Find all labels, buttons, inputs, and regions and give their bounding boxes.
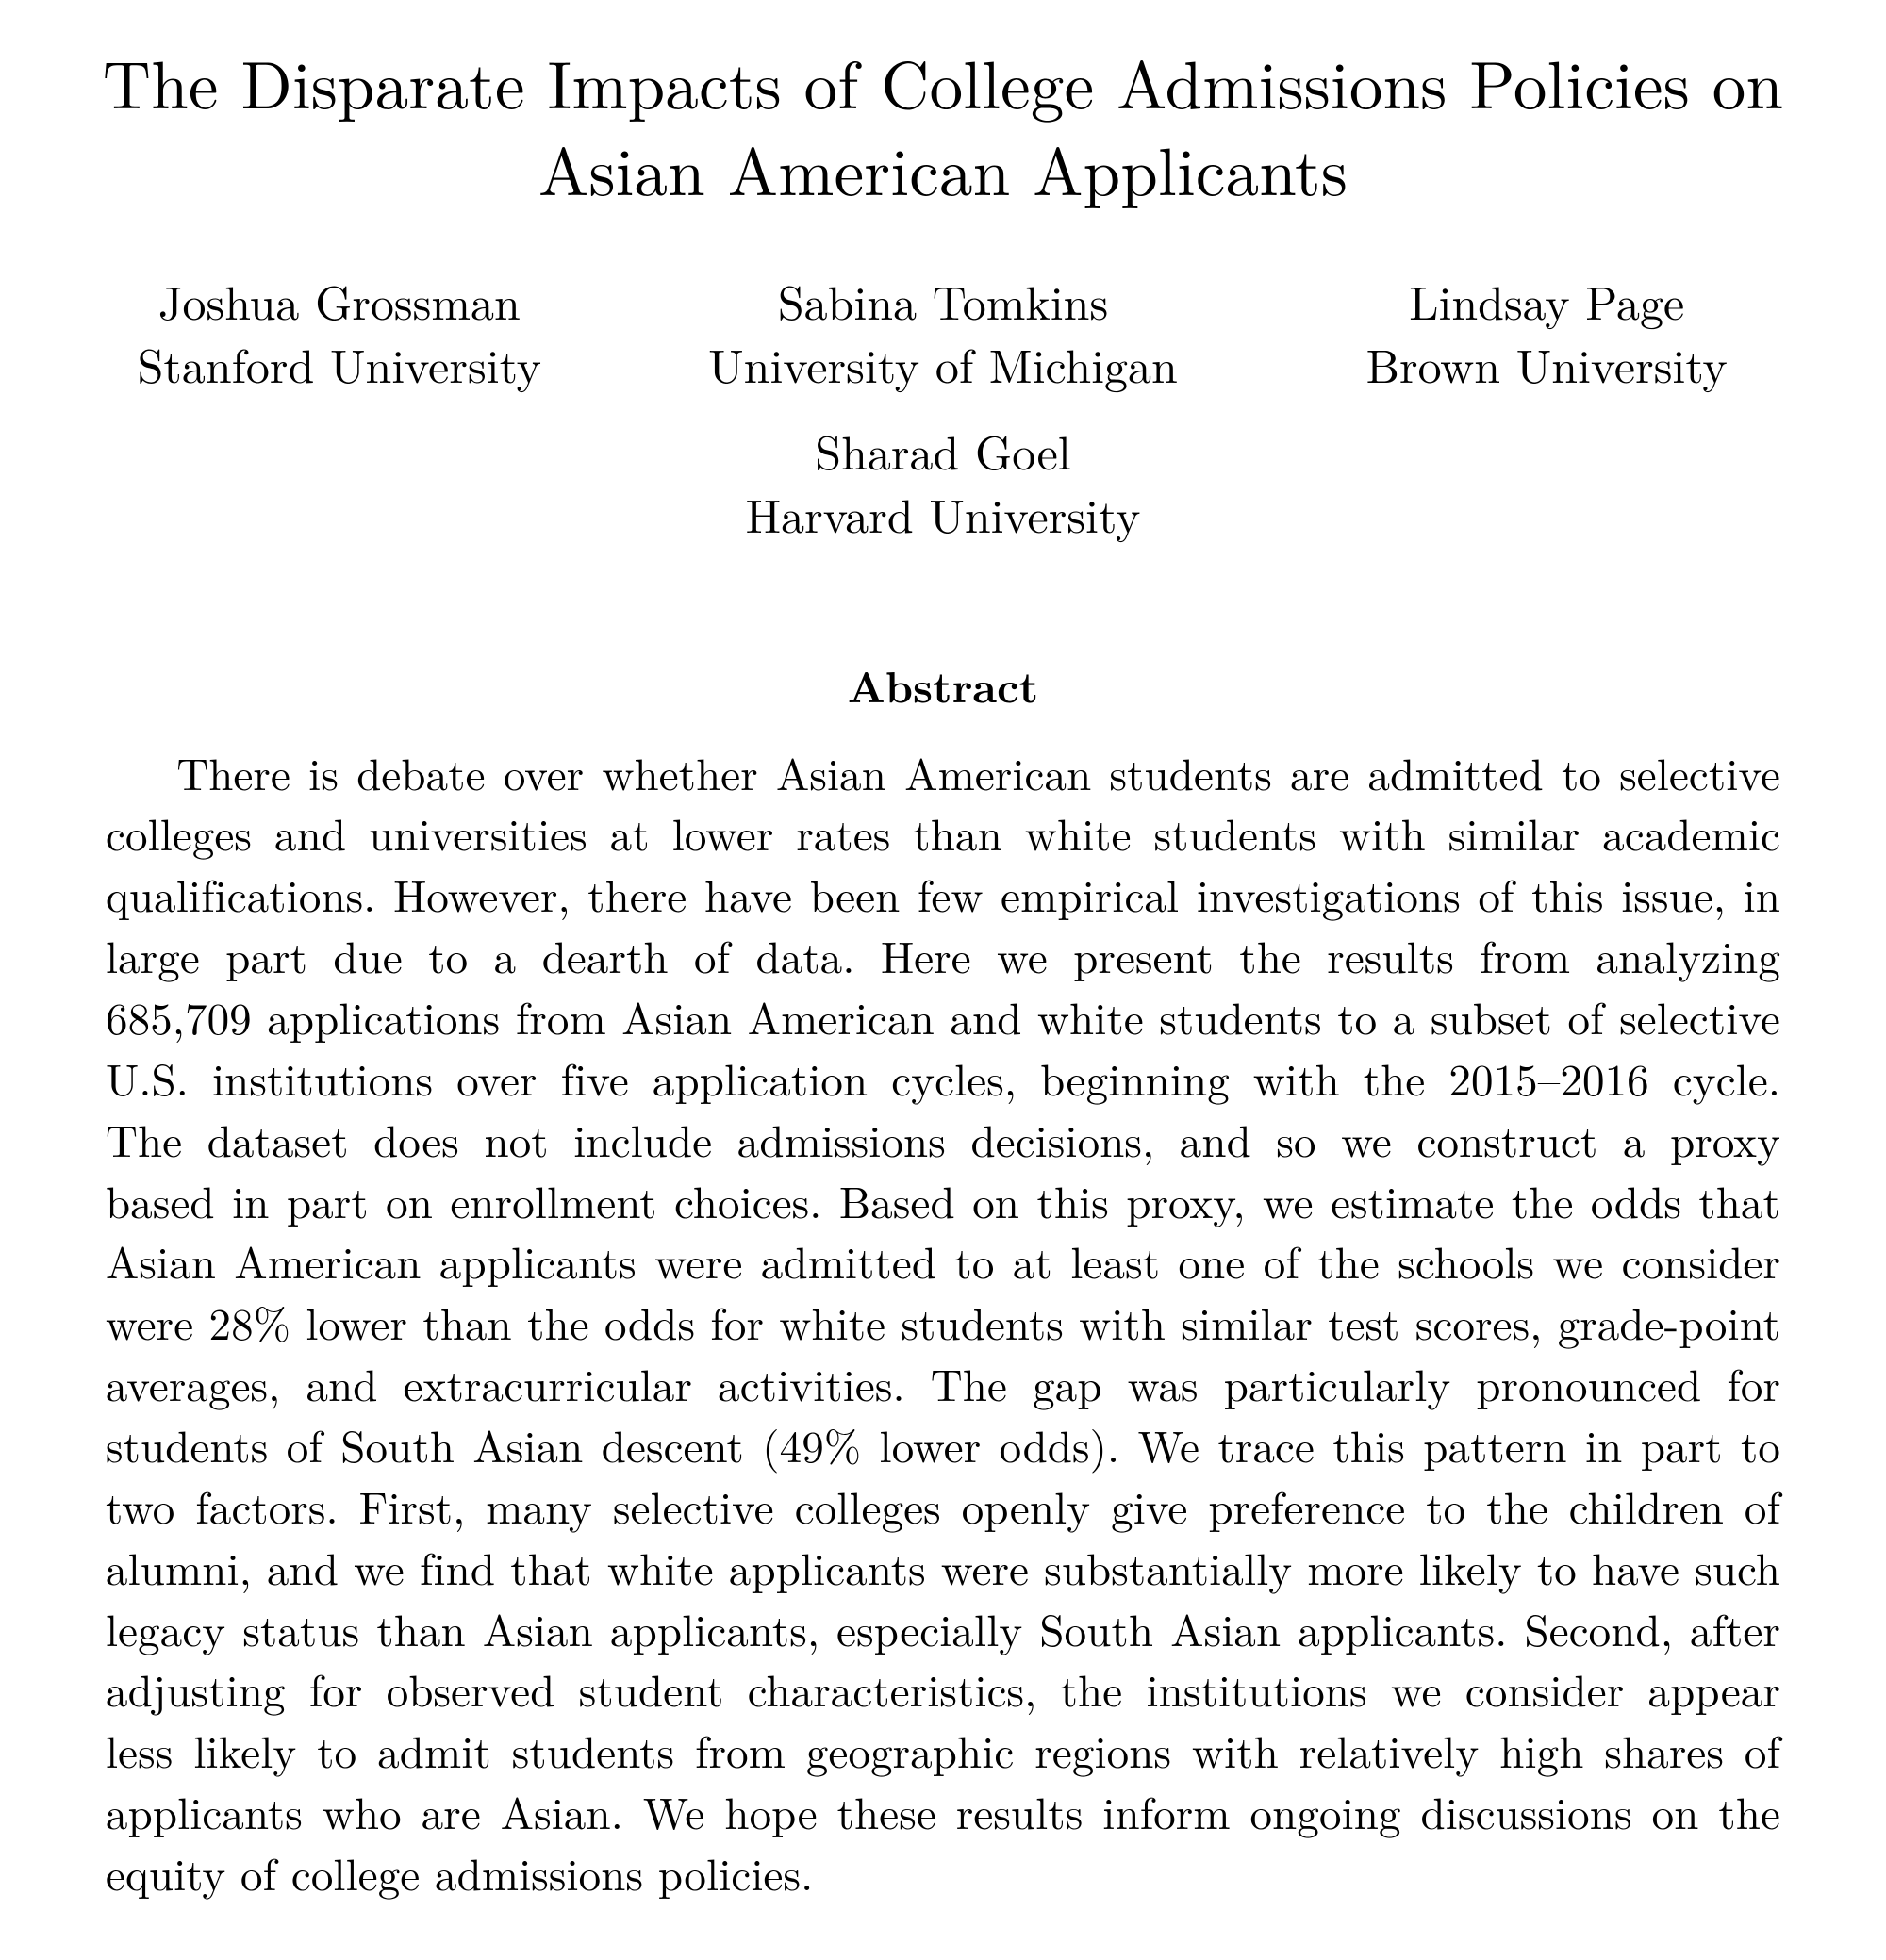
paper-page: The Disparate Impacts of College Admissi… (0, 0, 1886, 1960)
author-block: Joshua Grossman Stanford University (38, 269, 641, 396)
author-affiliation: University of Michigan (641, 332, 1245, 396)
author-list: Joshua Grossman Stanford University Sabi… (28, 269, 1858, 568)
author-affiliation: Harvard University (28, 482, 1858, 546)
author-name: Sabina Tomkins (641, 269, 1245, 333)
author-affiliation: Brown University (1245, 332, 1848, 396)
author-name: Lindsay Page (1245, 269, 1848, 333)
paper-title: The Disparate Impacts of College Admissi… (28, 38, 1858, 212)
author-block: Lindsay Page Brown University (1245, 269, 1848, 396)
author-affiliation: Stanford University (38, 332, 641, 396)
author-name: Sharad Goel (28, 419, 1858, 483)
abstract-body: There is debate over whether Asian Ameri… (28, 742, 1858, 1903)
author-block: Sabina Tomkins University of Michigan (641, 269, 1245, 396)
author-block: Sharad Goel Harvard University (28, 419, 1858, 546)
abstract-heading: Abstract (28, 653, 1858, 716)
author-name: Joshua Grossman (38, 269, 641, 333)
